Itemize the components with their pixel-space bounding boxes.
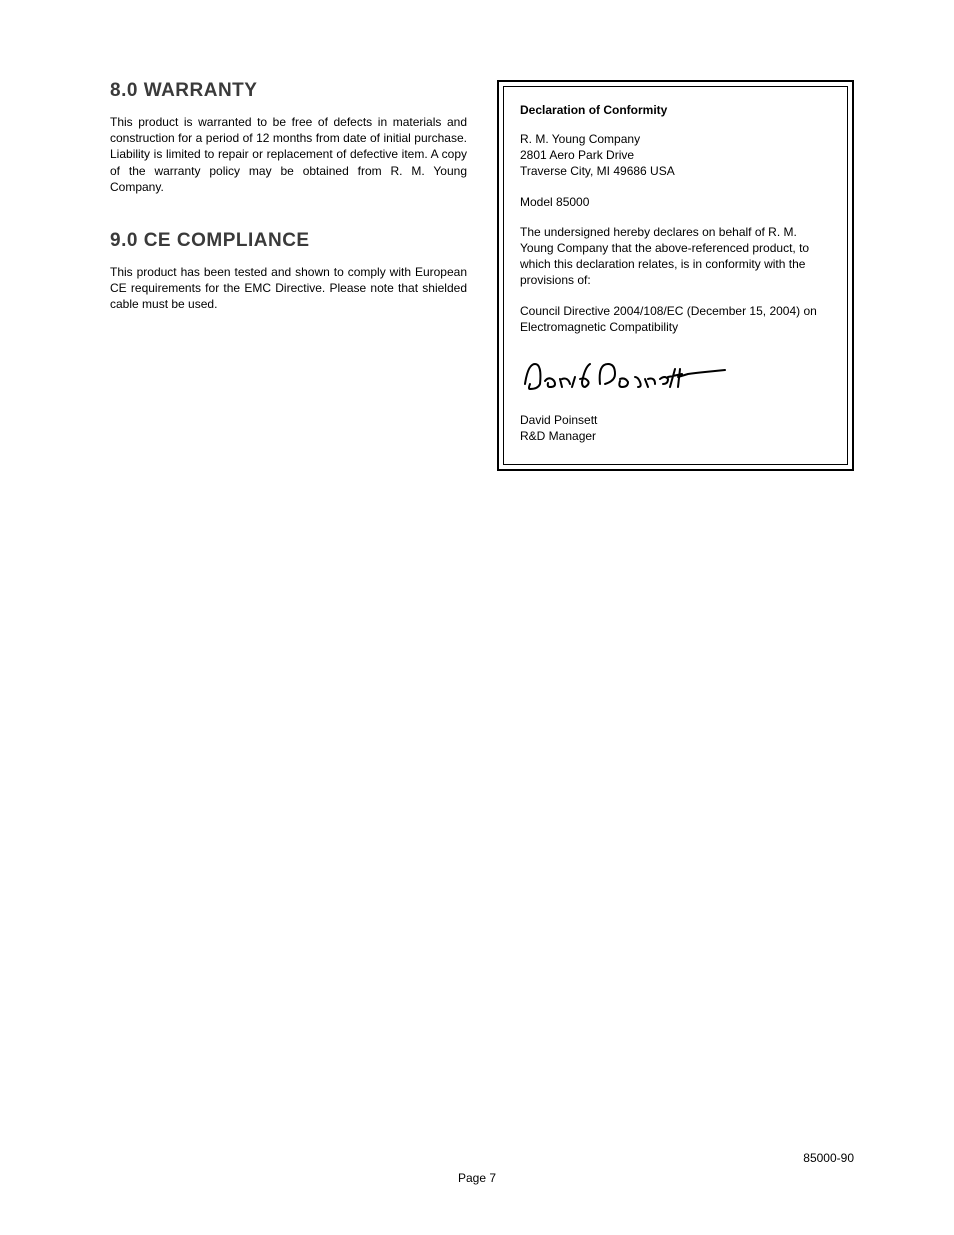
warranty-heading: 8.0 WARRANTY [110,80,467,102]
declaration-box: Declaration of Conformity R. M. Young Co… [497,80,854,471]
company-line1: R. M. Young Company [520,131,829,147]
signature-icon [520,349,730,399]
warranty-body: This product is warranted to be free of … [110,114,467,195]
signer-name: David Poinsett [520,412,829,428]
document-number: 85000-90 [803,1151,854,1165]
signer-title: R&D Manager [520,428,829,444]
ce-heading: 9.0 CE COMPLIANCE [110,230,467,252]
declaration-title: Declaration of Conformity [520,103,829,117]
declaration-inner: Declaration of Conformity R. M. Young Co… [503,86,848,465]
declaration-statement: The undersigned hereby declares on behal… [520,224,829,289]
page-number: Page 7 [458,1171,496,1185]
company-address: R. M. Young Company 2801 Aero Park Drive… [520,131,829,180]
ce-body: This product has been tested and shown t… [110,264,467,313]
model-number: Model 85000 [520,194,829,210]
left-column: 8.0 WARRANTY This product is warranted t… [110,80,467,471]
right-column: Declaration of Conformity R. M. Young Co… [497,80,854,471]
company-line2: 2801 Aero Park Drive [520,147,829,163]
directive-text: Council Directive 2004/108/EC (December … [520,303,829,335]
signer-block: David Poinsett R&D Manager [520,412,829,444]
company-line3: Traverse City, MI 49686 USA [520,163,829,179]
